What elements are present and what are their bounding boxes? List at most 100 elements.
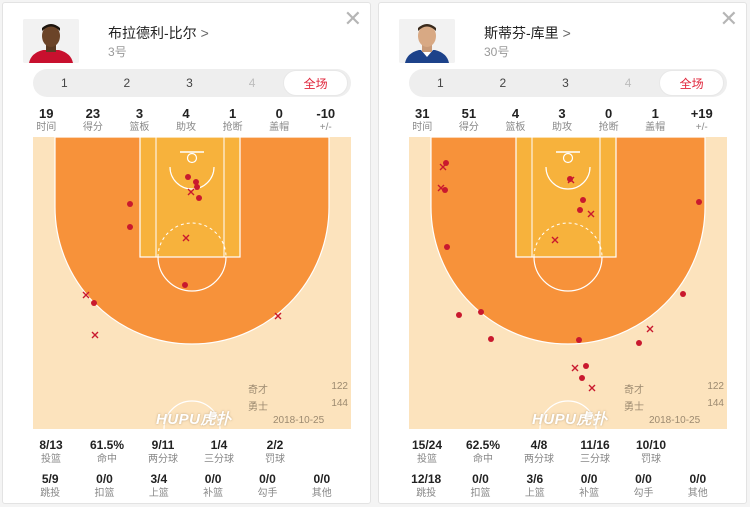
shot-made [193, 179, 199, 185]
player-number: 30号 [484, 45, 510, 59]
shot-chart [33, 137, 351, 429]
free-throw-circle [533, 256, 603, 292]
stat-2pt: 9/11 两分球 [148, 438, 178, 465]
shot-missed [187, 188, 195, 196]
stat-minutes: 31 时间 [412, 106, 433, 133]
shot-missed [274, 312, 282, 320]
player-name-link[interactable]: 斯蒂芬-库里 > [484, 23, 571, 43]
stat-plus-minus: +19 +/- [690, 106, 713, 133]
free-throw-circle [157, 256, 227, 292]
chevron-right-icon: > [200, 25, 209, 41]
stat-dunk: 0/0 扣篮 [94, 472, 115, 499]
stat-blocks: 0 盖帽 [269, 106, 290, 133]
stat-fg-pct: 61.5% 命中 [89, 438, 125, 465]
shot-chart [409, 137, 727, 429]
shot-made [488, 336, 494, 342]
player-card-beal: ✕ 布拉德利-比尔 > 3号 1 2 3 4 全场 19 时间 23 得分 3 篮板 4… [2, 2, 371, 504]
hoop [186, 152, 198, 164]
shot-made [182, 282, 188, 288]
stat-points: 23 得分 [82, 106, 103, 133]
tab-full-game[interactable]: 全场 [659, 70, 724, 96]
hupu-logo: HUPU虎扑 [532, 411, 608, 428]
shot-made [444, 244, 450, 250]
stat-points: 51 得分 [458, 106, 479, 133]
stat-other: 0/0 其他 [687, 472, 708, 499]
shot-made [443, 160, 449, 166]
shot-made [696, 199, 702, 205]
stat-hook: 0/0 勾手 [257, 472, 278, 499]
stat-other: 0/0 其他 [311, 472, 332, 499]
shot-missed [91, 331, 99, 339]
shot-made [127, 201, 133, 207]
stat-jumpshot: 5/9 跳投 [40, 472, 61, 499]
player-number: 3号 [108, 45, 127, 59]
stat-steals: 1 抢断 [222, 106, 243, 133]
shot-made [579, 375, 585, 381]
stat-ft: 2/2 罚球 [265, 438, 285, 465]
shot-made [636, 340, 642, 346]
stat-2pt: 4/8 两分球 [524, 438, 554, 465]
tab-period-4: 4 [624, 76, 632, 90]
player-avatar[interactable] [399, 19, 455, 63]
shot-missed [439, 163, 447, 171]
shot-missed [182, 234, 190, 242]
player-name: 斯蒂芬-库里 [484, 25, 559, 41]
stat-fg: 8/13 投篮 [39, 438, 63, 465]
paint [139, 137, 241, 258]
game-team-b: 勇士 144 [624, 398, 724, 413]
stat-steals: 0 抢断 [598, 106, 619, 133]
shot-missed [571, 364, 579, 372]
player-card-curry: ✕ 斯蒂芬-库里 > 30号 1 2 3 4 全场 31 时间 51 得分 4 篮板 3… [378, 2, 747, 504]
game-team-b: 勇士 144 [248, 398, 348, 413]
shot-missed [646, 325, 654, 333]
shot-made [456, 312, 462, 318]
shot-made [580, 197, 586, 203]
tab-period-1[interactable]: 1 [60, 76, 68, 90]
stat-hook: 0/0 勾手 [633, 472, 654, 499]
player-name: 布拉德利-比尔 [108, 25, 197, 41]
stat-rebounds: 4 篮板 [505, 106, 526, 133]
period-tabs: 1 2 3 4 全场 [409, 69, 727, 97]
stat-putback: 0/0 补篮 [579, 472, 600, 499]
shot-made [577, 207, 583, 213]
stat-minutes: 19 时间 [36, 106, 57, 133]
tab-period-3[interactable]: 3 [186, 76, 193, 90]
stat-assists: 4 助攻 [176, 106, 197, 133]
shooting-stats-row2: 5/9 跳投 0/0 扣篮 3/4 上篮 0/0 补篮 0/0 勾手 0/0 其他 [23, 472, 349, 501]
shooting-stats-row1: 8/13 投篮 61.5% 命中 9/11 两分球 1/4 三分球 2/2 罚球 [23, 438, 303, 467]
game-date: 2018-10-25 [273, 415, 325, 426]
shot-made [478, 309, 484, 315]
stat-fg-pct: 62.5% 命中 [465, 438, 501, 465]
tab-period-3[interactable]: 3 [562, 76, 569, 90]
stat-ft: 10/10 罚球 [635, 438, 667, 465]
shot-made [127, 224, 133, 230]
stat-3pt: 11/16 三分球 [580, 438, 610, 465]
close-icon[interactable]: ✕ [719, 7, 738, 32]
stat-dunk: 0/0 扣篮 [470, 472, 491, 499]
paint [515, 137, 617, 258]
stat-rebounds: 3 篮板 [129, 106, 150, 133]
tab-period-1[interactable]: 1 [436, 76, 444, 90]
shooting-stats-row2: 12/18 跳投 0/0 扣篮 3/6 上篮 0/0 补篮 0/0 勾手 0/0 其他 [399, 472, 725, 501]
basic-stats: 31 时间 51 得分 4 篮板 3 助攻 0 抢断 1 盖帽 +19 +/- [399, 106, 725, 135]
close-icon[interactable]: ✕ [343, 7, 362, 32]
shot-missed [587, 210, 595, 218]
shooting-stats-row1: 15/24 投篮 62.5% 命中 4/8 两分球 11/16 三分球 10/10 罚球 [399, 438, 679, 467]
tab-period-2[interactable]: 2 [499, 76, 507, 90]
shot-made [185, 174, 191, 180]
shot-missed [588, 384, 596, 392]
hoop [562, 152, 574, 164]
shot-missed [551, 236, 559, 244]
shot-missed [567, 176, 575, 184]
tab-full-game[interactable]: 全场 [283, 70, 348, 96]
player-avatar[interactable] [23, 19, 79, 63]
stat-blocks: 1 盖帽 [645, 106, 666, 133]
period-tabs: 1 2 3 4 全场 [33, 69, 351, 97]
shot-made [576, 337, 582, 343]
tab-period-2[interactable]: 2 [123, 76, 131, 90]
shot-made [680, 291, 686, 297]
stat-putback: 0/0 补篮 [203, 472, 224, 499]
player-name-link[interactable]: 布拉德利-比尔 > [108, 23, 209, 43]
chevron-right-icon: > [562, 25, 571, 41]
stat-3pt: 1/4 三分球 [204, 438, 234, 465]
